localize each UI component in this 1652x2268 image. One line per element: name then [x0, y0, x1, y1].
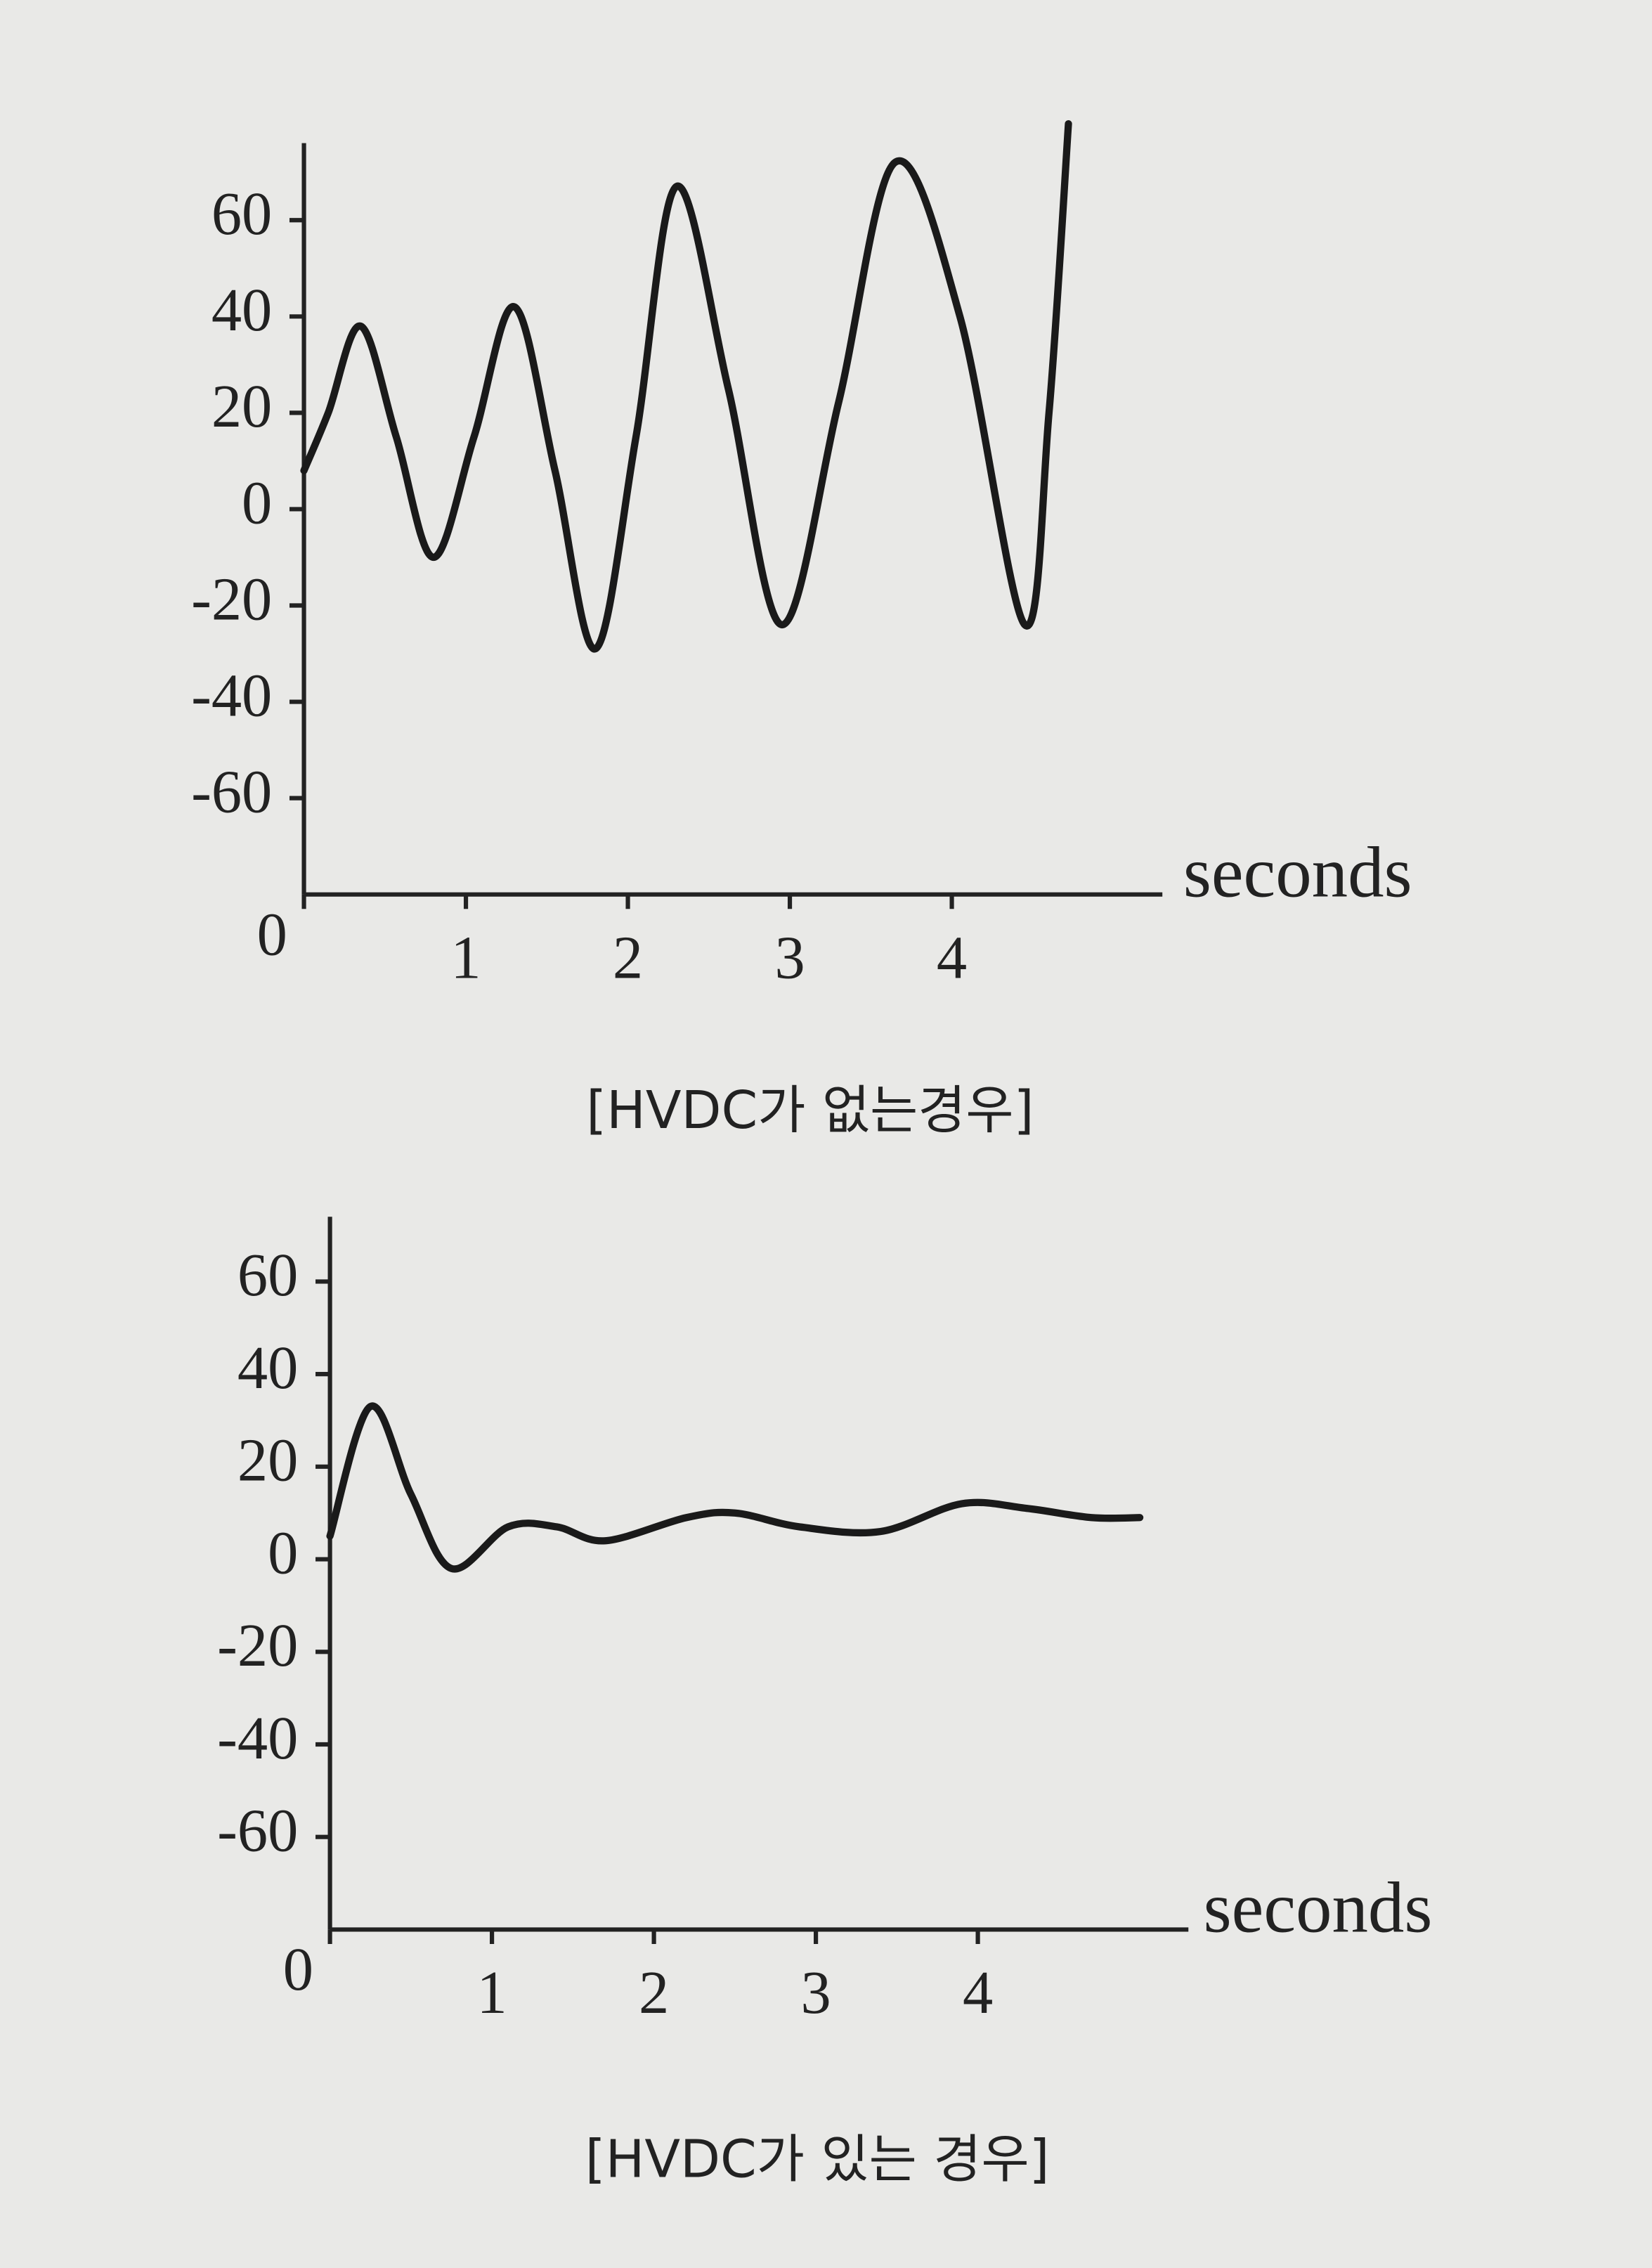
y-tick-label: 0 — [268, 1519, 298, 1586]
chart-caption: [HVDC가 없는경우] — [586, 1080, 1034, 1141]
y-tick-label: -40 — [191, 661, 272, 729]
x-tick-label: 4 — [963, 1959, 993, 2026]
x-tick-label: 4 — [937, 924, 967, 991]
x-tick-label: 1 — [450, 924, 481, 991]
x-tick-label: 3 — [774, 924, 805, 991]
x-axis-label: seconds — [1204, 1867, 1433, 1948]
y-tick-label: 40 — [212, 276, 272, 344]
x-tick-label: 0 — [283, 1936, 313, 2003]
y-tick-label: 20 — [238, 1427, 298, 1494]
data-line — [300, 120, 1072, 653]
x-tick-label: 1 — [476, 1959, 507, 2026]
data-line — [326, 1402, 1144, 1573]
chart-caption: [HVDC가 있는 경우] — [585, 2129, 1050, 2189]
x-tick-label: 0 — [257, 900, 287, 968]
y-tick-label: -60 — [217, 1797, 298, 1865]
y-tick-label: -20 — [217, 1612, 298, 1679]
x-tick-label: 2 — [613, 924, 643, 991]
x-axis-label: seconds — [1183, 833, 1412, 913]
x-tick-label: 2 — [639, 1959, 669, 2026]
y-tick-label: 40 — [238, 1334, 298, 1401]
y-tick-label: 20 — [212, 372, 272, 440]
x-tick-label: 3 — [800, 1959, 831, 2026]
y-tick-label: -40 — [217, 1704, 298, 1772]
y-tick-label: -20 — [191, 565, 272, 633]
y-tick-label: 0 — [242, 469, 272, 536]
y-tick-label: 60 — [212, 180, 272, 247]
y-tick-label: -60 — [191, 758, 272, 825]
y-tick-label: 60 — [238, 1241, 298, 1309]
